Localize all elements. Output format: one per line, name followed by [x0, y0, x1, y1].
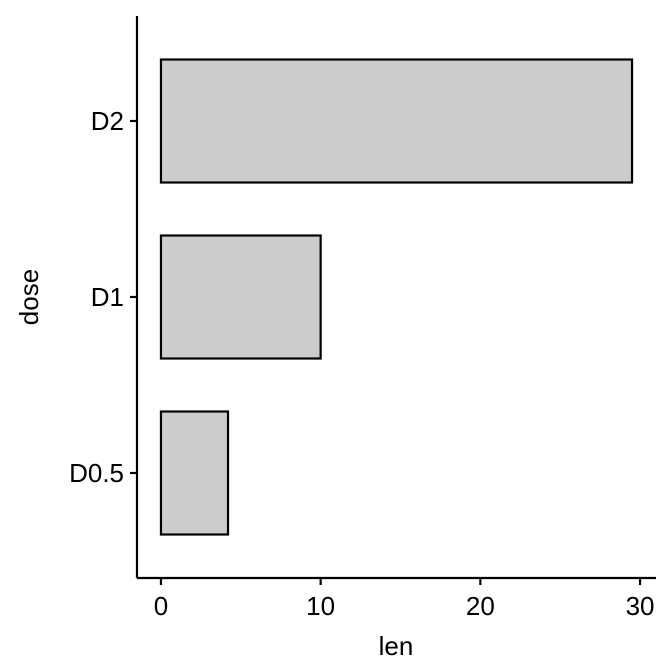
- bars-layer: [159, 58, 634, 536]
- y-tick-label: D0.5: [69, 458, 124, 488]
- x-tick-label: 0: [154, 591, 168, 621]
- y-tick-label: D2: [91, 106, 124, 136]
- bar-d0-5: [159, 410, 230, 536]
- y-tick-label: D1: [91, 282, 124, 312]
- x-tick-label: 30: [626, 591, 655, 621]
- x-axis: 0 10 20 30: [137, 576, 656, 621]
- x-tick-label: 20: [466, 591, 495, 621]
- y-axis-title: dose: [14, 269, 44, 325]
- bar-d1: [159, 234, 322, 360]
- bar-d2: [159, 58, 634, 184]
- x-tick-label: 10: [306, 591, 335, 621]
- x-axis-title: len: [379, 631, 414, 661]
- y-axis: D0.5 D1 D2: [69, 16, 139, 578]
